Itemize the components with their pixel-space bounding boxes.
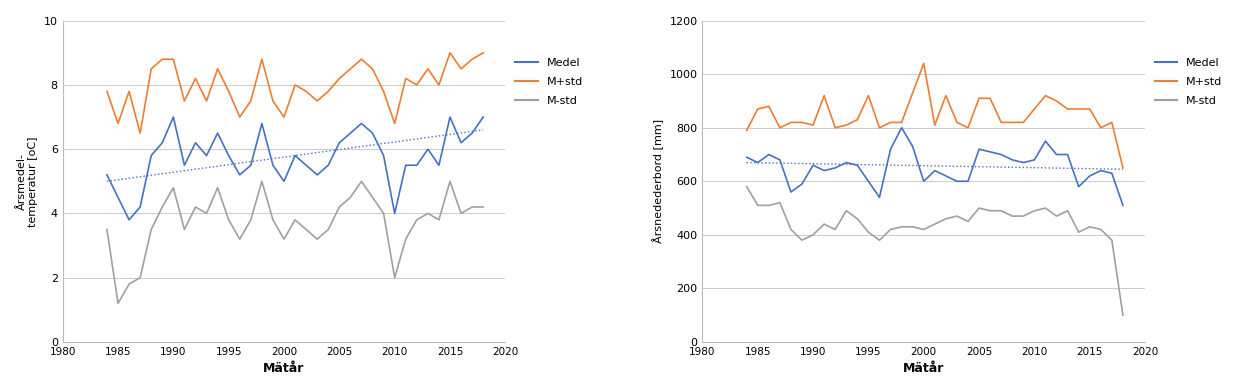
- Y-axis label: Årsmedel-
temperatur [oC]: Årsmedel- temperatur [oC]: [16, 136, 38, 227]
- Legend: Medel, M+std, M-std: Medel, M+std, M-std: [515, 58, 582, 106]
- X-axis label: Mätår: Mätår: [903, 362, 944, 375]
- Legend: Medel, M+std, M-std: Medel, M+std, M-std: [1155, 58, 1223, 106]
- X-axis label: Mätår: Mätår: [264, 362, 305, 375]
- Y-axis label: Årsnedederbord [mm]: Årsnedederbord [mm]: [652, 119, 664, 243]
